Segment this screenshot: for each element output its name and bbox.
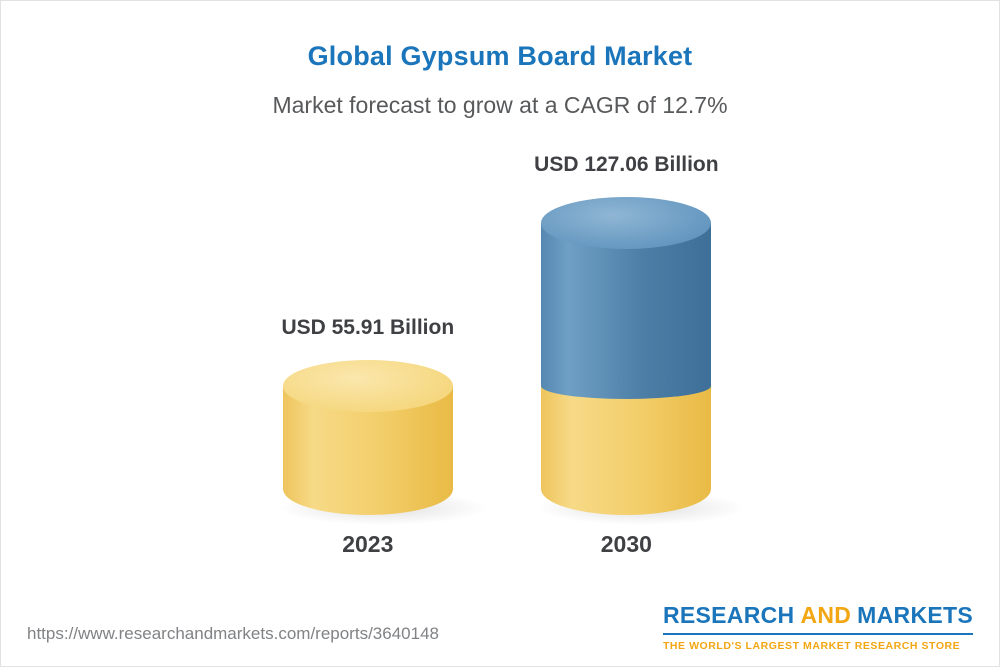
logo-divider bbox=[662, 633, 973, 635]
cylinder-2030-base-segment bbox=[541, 386, 712, 515]
year-label-2023: 2023 bbox=[342, 531, 394, 557]
header: Global Gypsum Board Market Market foreca… bbox=[1, 1, 999, 119]
page-title: Global Gypsum Board Market bbox=[307, 41, 693, 71]
cylinder-2030-growth-segment bbox=[541, 222, 712, 400]
logo-word-and: AND bbox=[800, 602, 852, 628]
cylinder-2023-cap bbox=[282, 360, 453, 413]
year-label-2030: 2030 bbox=[600, 531, 652, 557]
logo-tagline: THE WORLD'S LARGEST MARKET RESEARCH STOR… bbox=[662, 640, 961, 652]
value-label-2030: USD 127.06 Billion bbox=[534, 152, 719, 176]
logo-word-markets: MARKETS bbox=[857, 602, 973, 628]
cylinder-2030-body bbox=[541, 222, 712, 515]
cylinder-2023 bbox=[278, 360, 487, 525]
bar-chart: USD 55.91 Billion 2023 USD 127.06 Billio… bbox=[1, 153, 999, 558]
logo-word-research: RESEARCH bbox=[662, 602, 795, 628]
value-label-2023: USD 55.91 Billion bbox=[281, 316, 455, 340]
cylinder-2030-cap bbox=[541, 196, 712, 249]
page-subtitle: Market forecast to grow at a CAGR of 12.… bbox=[272, 92, 728, 118]
bar-group-2023: USD 55.91 Billion 2023 bbox=[278, 316, 487, 558]
cylinder-2030 bbox=[537, 196, 746, 525]
bar-group-2030: USD 127.06 Billion 2030 bbox=[534, 152, 746, 558]
report-url: https://www.researchandmarkets.com/repor… bbox=[27, 624, 439, 643]
logo-wordmark: RESEARCH AND MARKETS bbox=[663, 602, 973, 629]
research-and-markets-logo: RESEARCH AND MARKETS THE WORLD'S LARGEST M… bbox=[662, 602, 973, 652]
